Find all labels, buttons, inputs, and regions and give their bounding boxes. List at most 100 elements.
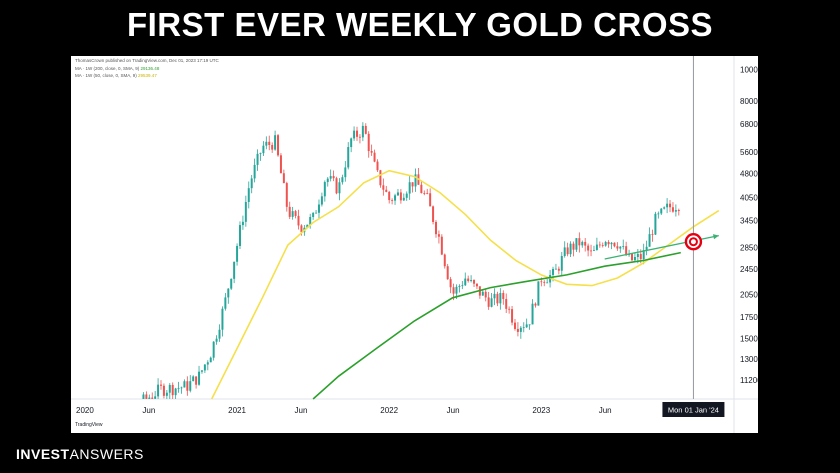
candle-body	[610, 242, 613, 245]
candle-body	[203, 364, 206, 371]
candle-body	[230, 278, 233, 289]
candle-body	[554, 268, 557, 270]
candle-body	[160, 384, 163, 386]
candle-body	[636, 253, 639, 258]
price-chart[interactable]: 100000.00 80000.00 68000.00 56000.00 48000.0…	[71, 56, 758, 433]
candle-body	[332, 176, 335, 179]
candle-body	[394, 195, 397, 201]
candle-body	[508, 308, 511, 310]
candle-body	[224, 297, 227, 309]
y-tick-label: 34500.00	[740, 216, 758, 225]
candle-body	[180, 387, 183, 389]
candle-body	[432, 206, 435, 222]
candle-body	[669, 203, 672, 208]
candle-body	[581, 241, 584, 246]
candle-body	[171, 384, 174, 396]
candle-body	[601, 245, 604, 246]
candle-body	[484, 291, 487, 298]
candle-body	[379, 170, 382, 186]
candle-body	[192, 376, 195, 382]
candle-body	[590, 250, 593, 252]
x-tick-label: Jun	[447, 406, 460, 415]
candle-body	[552, 268, 555, 275]
candle-body	[338, 182, 341, 194]
candle-body	[391, 200, 394, 201]
candle-body	[543, 281, 546, 283]
y-tick-label: 17500.00	[740, 313, 758, 322]
candle-body	[317, 204, 320, 213]
candle-body	[177, 387, 180, 389]
candle-body	[452, 287, 455, 294]
candle-body	[566, 247, 569, 255]
candle-body	[674, 210, 677, 212]
candle-body	[502, 292, 505, 300]
x-tick-label: Jun	[599, 406, 612, 415]
candle-body	[370, 151, 373, 153]
x-tick-label: Jun	[295, 406, 308, 415]
candle-body	[443, 254, 446, 267]
candle-body	[499, 292, 502, 304]
candle-body	[645, 246, 648, 251]
candle-body	[455, 286, 458, 294]
candle-body	[595, 244, 598, 250]
y-tick-label: 100000.00	[740, 66, 758, 75]
candle-body	[309, 216, 312, 225]
y-tick-label: 56000.00	[740, 148, 758, 157]
candle-body	[654, 213, 657, 235]
candle-body	[578, 238, 581, 246]
candle-body	[323, 182, 326, 197]
candle-body	[619, 246, 622, 249]
candle-body	[215, 338, 218, 342]
page-title: FIRST EVER WEEKLY GOLD CROSS	[126, 6, 714, 43]
y-tick-label: 24500.00	[740, 265, 758, 274]
candle-body	[557, 268, 560, 271]
x-tick-label: Jun	[142, 406, 155, 415]
candle-body	[666, 203, 669, 208]
candle-body	[244, 201, 247, 222]
chart-panel[interactable]: ThomasCrown published on TradingView.com…	[71, 56, 758, 433]
candle-body	[315, 212, 318, 214]
candle-body	[347, 147, 350, 168]
x-tick-label: 2020	[76, 406, 94, 415]
candle-body	[493, 293, 496, 299]
candle-body	[405, 193, 408, 198]
candle-body	[473, 280, 476, 284]
candle-body	[236, 245, 239, 262]
candle-body	[642, 250, 645, 260]
candle-body	[461, 285, 464, 287]
y-tick-label: 20500.00	[740, 290, 758, 299]
candle-body	[358, 136, 361, 138]
candle-body	[165, 392, 168, 396]
candle-body	[604, 242, 607, 246]
candle-body	[677, 210, 680, 211]
y-tick-label: 28500.00	[740, 244, 758, 253]
candle-body	[560, 256, 563, 271]
cursor-date-badge	[662, 402, 725, 417]
candle-body	[189, 381, 192, 391]
candle-body	[587, 245, 590, 251]
candle-body	[437, 234, 440, 237]
y-tick-label: 11200.00	[740, 376, 758, 385]
candle-body	[154, 396, 157, 399]
candle-body	[285, 183, 288, 207]
candle-body	[513, 322, 516, 329]
candle-body	[402, 197, 405, 201]
candle-body	[262, 145, 265, 154]
candle-body	[256, 153, 259, 165]
candle-body	[569, 243, 572, 255]
candle-body	[306, 224, 309, 228]
candle-body	[660, 208, 663, 214]
candle-body	[341, 177, 344, 183]
candle-body	[657, 213, 660, 215]
candle-body	[648, 234, 651, 247]
candle-body	[563, 247, 566, 257]
candle-body	[212, 341, 215, 358]
candle-body	[475, 283, 478, 287]
candle-body	[206, 362, 209, 365]
candle-body	[376, 161, 379, 171]
candle-body	[385, 189, 388, 192]
y-tick-label: 80000.00	[740, 97, 758, 106]
candle-body	[399, 192, 402, 201]
ma200-line	[312, 251, 681, 400]
candle-body	[426, 193, 429, 194]
